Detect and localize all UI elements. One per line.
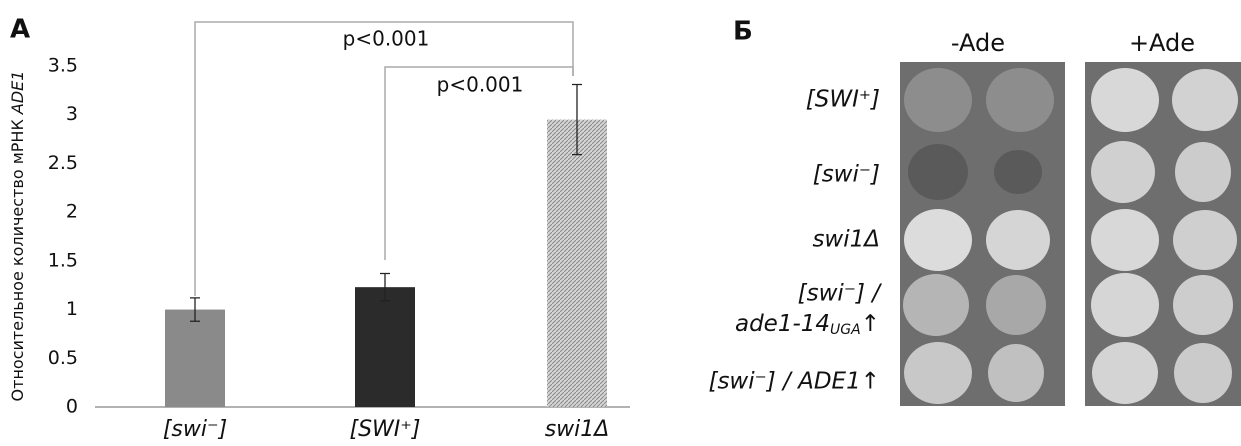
row-label: [swi⁻] — [813, 162, 880, 188]
y-tick-label: 1.5 — [48, 249, 78, 271]
panel-label: Б — [733, 17, 753, 47]
y-tick-label: 1 — [66, 298, 78, 320]
y-tick-label: 3.5 — [48, 55, 78, 77]
y-label-text: Относительное количество мРНК — [8, 119, 27, 402]
colony — [1173, 210, 1237, 270]
colony — [1091, 141, 1155, 203]
colony — [904, 209, 972, 271]
colony — [986, 68, 1054, 132]
colony — [986, 210, 1050, 270]
y-tick-label: 2 — [66, 201, 78, 223]
colony — [1172, 69, 1238, 131]
colony — [904, 342, 972, 404]
error-bar — [572, 83, 582, 156]
error-bar — [380, 272, 390, 302]
subscript: UGA — [830, 322, 861, 338]
y-axis-label: Относительное количество мРНК ADE1 — [8, 71, 27, 402]
error-bar — [190, 297, 200, 322]
bar — [355, 287, 415, 407]
row-label: [SWI⁺] — [806, 87, 880, 113]
colony — [1175, 142, 1231, 202]
x-tick-label: swi1Δ — [545, 417, 610, 442]
x-tick-label: [swi⁻] — [163, 417, 227, 442]
arrow: ↑ — [861, 311, 880, 337]
colony — [994, 150, 1042, 194]
colony — [904, 68, 972, 132]
row-label: swi1Δ — [812, 227, 880, 253]
column-header: +Ade — [1129, 29, 1195, 57]
annotation: p<0.001 — [343, 27, 430, 51]
colony — [1091, 273, 1159, 337]
significance-bracket — [194, 21, 574, 296]
colonies — [903, 68, 1238, 404]
bar — [165, 309, 225, 407]
colony — [903, 274, 969, 336]
row-label: [swi⁻] / — [798, 281, 883, 307]
colony — [908, 144, 968, 200]
y-label-gene: ADE1 — [8, 71, 27, 116]
column-header: -Ade — [951, 29, 1005, 57]
colony — [1174, 343, 1232, 403]
row-label: ade1-14UGA↑ — [735, 311, 880, 339]
y-tick-label: 2.5 — [48, 152, 78, 174]
annotation: p<0.001 — [437, 73, 524, 97]
significance-bracket — [384, 66, 574, 260]
row-label: [swi⁻] / ADE1↑ — [708, 369, 880, 395]
genotype: ade1-14 — [735, 311, 830, 337]
y-tick-label: 0 — [66, 396, 78, 418]
colony — [1091, 68, 1159, 132]
panel-label: А — [10, 15, 30, 45]
colony — [986, 275, 1046, 335]
y-tick-label: 0.5 — [48, 347, 78, 369]
colony — [1091, 209, 1159, 271]
bar — [547, 119, 607, 407]
colony — [1173, 275, 1233, 335]
x-tick-label: [SWI⁺] — [350, 417, 421, 442]
colony — [988, 344, 1044, 402]
colony — [1092, 342, 1158, 404]
y-tick-label: 3 — [66, 103, 78, 125]
